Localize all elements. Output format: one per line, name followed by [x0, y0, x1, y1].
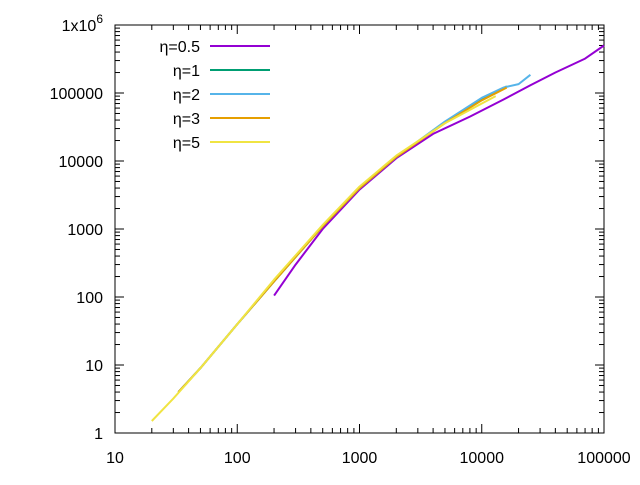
- series-lines: [151, 44, 605, 422]
- series-line-1: [273, 44, 605, 297]
- series-line-2: [177, 85, 508, 393]
- series-line-3: [177, 74, 532, 393]
- y-tick-label: 100: [76, 290, 103, 307]
- y-tick-label: 1: [94, 426, 103, 443]
- legend-label: η=3: [173, 111, 200, 128]
- y-tick-label: 1000: [67, 222, 103, 239]
- legend-label: η=0.5: [160, 39, 201, 56]
- legend-label: η=1: [173, 63, 200, 80]
- legend: η=0.5 η=1 η=2 η=3 η=5: [160, 39, 270, 152]
- x-tick-label: 100000: [577, 450, 630, 467]
- tick-labels: 10 100 1000 10000 10000011010010001000010000…: [50, 12, 631, 467]
- x-tick-label: 10: [106, 450, 124, 467]
- series-line-5: [151, 95, 497, 422]
- x-tick-label: 100: [224, 450, 251, 467]
- y-tick-label: 100000: [50, 86, 103, 103]
- legend-label: η=5: [173, 135, 200, 152]
- legend-label: η=2: [173, 87, 200, 104]
- x-tick-label: 1000: [342, 450, 378, 467]
- series-line-4: [177, 86, 508, 393]
- axes: [114, 24, 605, 434]
- y-tick-label: 10: [85, 358, 103, 375]
- x-tick-label: 10000: [460, 450, 505, 467]
- y-tick-label: 10000: [59, 154, 104, 171]
- y-tick-label-top: 1x106: [62, 12, 104, 35]
